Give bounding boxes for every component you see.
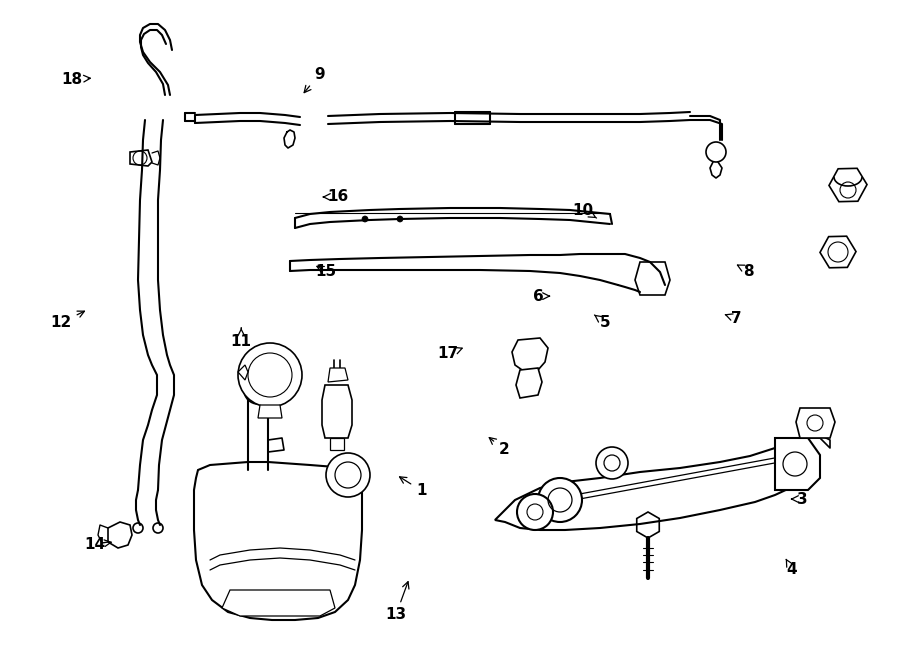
Polygon shape <box>222 590 335 616</box>
Circle shape <box>596 447 628 479</box>
Polygon shape <box>258 405 282 418</box>
Text: 17: 17 <box>437 346 463 361</box>
Text: 7: 7 <box>725 311 742 326</box>
Circle shape <box>326 453 370 497</box>
Polygon shape <box>328 368 348 382</box>
Text: 15: 15 <box>315 264 337 278</box>
Text: 1: 1 <box>400 477 427 498</box>
Text: 12: 12 <box>50 311 85 330</box>
Text: 6: 6 <box>533 289 550 303</box>
Text: 11: 11 <box>230 328 252 348</box>
Circle shape <box>538 478 582 522</box>
Polygon shape <box>516 368 542 398</box>
Text: 10: 10 <box>572 203 597 218</box>
Polygon shape <box>108 522 132 548</box>
Circle shape <box>397 216 403 222</box>
Circle shape <box>335 462 361 488</box>
Text: 8: 8 <box>737 264 754 278</box>
Text: 2: 2 <box>490 438 509 457</box>
Circle shape <box>517 494 553 530</box>
Text: 5: 5 <box>594 315 610 330</box>
Polygon shape <box>322 385 352 438</box>
Text: 13: 13 <box>385 582 409 622</box>
Polygon shape <box>194 462 362 620</box>
Circle shape <box>362 216 368 222</box>
Polygon shape <box>238 365 248 380</box>
Text: 3: 3 <box>791 492 808 506</box>
Text: 18: 18 <box>61 72 90 87</box>
Polygon shape <box>495 442 808 530</box>
Polygon shape <box>512 338 548 372</box>
Polygon shape <box>796 408 835 438</box>
Text: 4: 4 <box>786 559 797 577</box>
Polygon shape <box>775 438 820 490</box>
Text: 9: 9 <box>304 67 325 93</box>
Text: 16: 16 <box>323 190 348 204</box>
Polygon shape <box>330 438 344 450</box>
Text: 14: 14 <box>84 537 112 552</box>
Circle shape <box>238 343 302 407</box>
